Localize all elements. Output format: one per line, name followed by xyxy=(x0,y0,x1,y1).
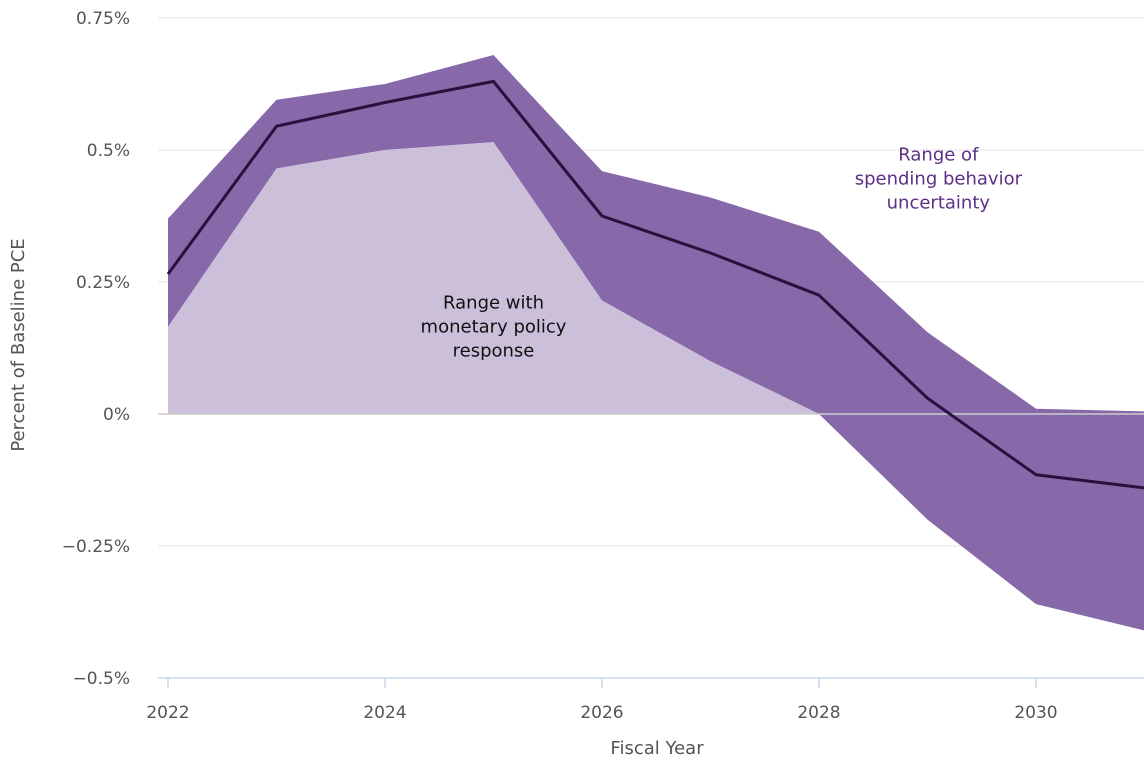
x-tick-label: 2030 xyxy=(1014,703,1057,723)
y-tick-label: 0% xyxy=(103,405,130,425)
axes xyxy=(158,413,1144,688)
y-tick-label: −0.5% xyxy=(73,669,130,689)
annotation-spending-uncertainty: Range of spending behavior uncertainty xyxy=(855,145,1023,214)
y-tick-label: −0.25% xyxy=(62,537,130,557)
spending-uncertainty-band xyxy=(168,55,1144,631)
y-axis-title: Percent of Baseline PCE xyxy=(8,238,29,451)
x-axis-title: Fiscal Year xyxy=(610,738,704,759)
y-tick-labels: −0.5% −0.25% 0% 0.25% 0.5% 0.75% xyxy=(62,9,130,689)
x-tick-labels: 2022 2024 2026 2028 2030 xyxy=(146,703,1057,723)
x-tick-label: 2026 xyxy=(580,703,623,723)
y-tick-label: 0.25% xyxy=(76,273,130,293)
annotations: Range with monetary policy response Range o… xyxy=(421,145,1023,362)
x-tick-label: 2022 xyxy=(146,703,189,723)
y-tick-label: 0.75% xyxy=(76,9,130,29)
y-tick-label: 0.5% xyxy=(87,141,130,161)
monetary-policy-band xyxy=(168,142,819,414)
annotation-line: spending behavior xyxy=(855,169,1023,190)
annotation-monetary-policy: Range with monetary policy response xyxy=(421,292,567,361)
annotation-line: response xyxy=(453,340,535,361)
x-tick-label: 2028 xyxy=(797,703,840,723)
annotation-line: uncertainty xyxy=(887,193,991,214)
annotation-line: Range of xyxy=(898,145,979,166)
annotation-line: Range with xyxy=(443,292,544,313)
annotation-line: monetary policy xyxy=(421,316,567,337)
x-tick-label: 2024 xyxy=(363,703,406,723)
bands xyxy=(168,55,1144,631)
central-estimate-line xyxy=(166,79,1144,490)
